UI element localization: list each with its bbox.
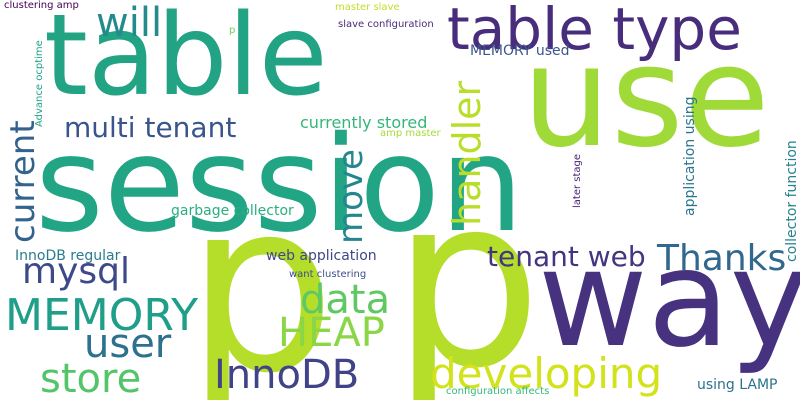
cloud-word: clustering amp (4, 0, 79, 11)
cloud-word: move (331, 149, 371, 244)
cloud-word: slave configuration (338, 19, 434, 30)
cloud-word: Thanks (657, 238, 787, 279)
cloud-word: data (300, 277, 391, 323)
cloud-word: current (3, 120, 43, 243)
cloud-word: MEMORY used (470, 43, 570, 59)
cloud-word: session (35, 108, 524, 262)
cloud-word: currently stored (300, 113, 428, 132)
cloud-word: InnoDB (214, 352, 360, 398)
cloud-word: p (392, 145, 542, 400)
cloud-word: developing (430, 349, 663, 398)
cloud-word: configuration affects (446, 386, 550, 397)
cloud-word: store (40, 356, 142, 400)
cloud-word: MEMORY (5, 290, 198, 341)
cloud-word: p (186, 150, 336, 400)
cloud-word: will (96, 0, 163, 46)
cloud-word: application using (682, 96, 698, 217)
cloud-word: master slave (335, 2, 400, 13)
cloud-word: handler (445, 80, 489, 226)
cloud-word: amp master (380, 128, 441, 139)
cloud-word: table type (447, 0, 742, 63)
cloud-word: user (84, 321, 172, 367)
cloud-word: want clustering (289, 269, 367, 280)
cloud-word: multi tenant (64, 111, 237, 144)
cloud-word: garbage collector (171, 203, 294, 219)
cloud-word: tenant web (487, 240, 646, 273)
cloud-word: Advance ocptime (34, 40, 45, 127)
cloud-word: p (229, 25, 236, 36)
cloud-word: collector function (784, 140, 800, 262)
cloud-word: way (538, 221, 800, 377)
cloud-word: use (522, 16, 770, 179)
cloud-word: using LAMP (697, 377, 778, 393)
cloud-word: web application (266, 248, 377, 264)
cloud-word: later stage (572, 153, 583, 208)
cloud-word: table (44, 0, 328, 121)
cloud-word: HEAP (278, 310, 385, 356)
cloud-word: mysql (22, 251, 130, 292)
cloud-word: InnoDB regular (15, 248, 121, 264)
